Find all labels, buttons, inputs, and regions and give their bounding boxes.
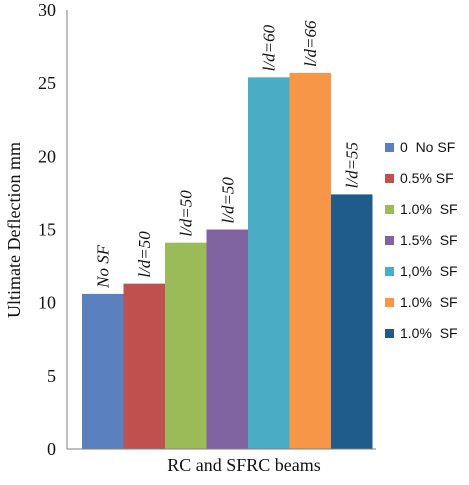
- legend-item: 1.5% SF: [385, 232, 458, 248]
- bar-data-label: l/d=60: [260, 24, 279, 71]
- bar: [82, 293, 124, 449]
- legend-label: 1.5% SF: [400, 232, 458, 248]
- bar-data-label: l/d=50: [177, 190, 196, 237]
- legend-label: 1,0% SF: [400, 263, 458, 279]
- legend: 0 No SF 0.5% SF 1.0% SF 1.5% SF 1,0% SF 1.0% …: [385, 139, 458, 341]
- y-tick-labels: 0 5 10 15 20 25 30: [38, 0, 56, 459]
- y-tick-label: 15: [38, 220, 56, 240]
- legend-label: 0 No SF: [400, 139, 455, 155]
- legend-item: 0.5% SF: [385, 170, 454, 186]
- legend-swatch: [385, 143, 394, 152]
- y-tick-label: 30: [38, 0, 56, 20]
- y-tick-label: 25: [38, 73, 56, 93]
- legend-item: 1.0% SF: [385, 325, 458, 341]
- legend-label: 1.0% SF: [400, 325, 458, 341]
- bar-data-label: No SF: [94, 244, 113, 289]
- bar: [248, 77, 290, 450]
- legend-swatch: [385, 329, 394, 338]
- legend-item: 1.0% SF: [385, 201, 458, 217]
- bar-data-label: l/d=50: [218, 177, 237, 224]
- bar: [289, 72, 331, 449]
- data-labels-group: No SF l/d=50 l/d=50 l/d=50 l/d=60 l/d=66 l/d=5…: [94, 20, 362, 289]
- bars-group: [82, 72, 373, 450]
- y-tick-label: 5: [47, 366, 56, 386]
- legend-label: 0.5% SF: [400, 170, 454, 186]
- x-axis-title: RC and SFRC beams: [167, 455, 321, 475]
- legend-swatch: [385, 236, 394, 245]
- legend-label: 1.0% SF: [400, 294, 458, 310]
- bar: [165, 242, 207, 449]
- bar: [331, 194, 373, 449]
- y-tick-label: 0: [47, 439, 56, 459]
- legend-swatch: [385, 267, 394, 276]
- legend-item: 0 No SF: [385, 139, 455, 155]
- legend-swatch: [385, 174, 394, 183]
- legend-label: 1.0% SF: [400, 201, 458, 217]
- bar-data-label: l/d=66: [301, 20, 320, 67]
- legend-swatch: [385, 205, 394, 214]
- y-axis-title: Ultimate Deflection mm: [4, 142, 24, 318]
- y-tick-label: 20: [38, 146, 56, 166]
- legend-swatch: [385, 298, 394, 307]
- bar: [206, 229, 248, 449]
- y-tick-label: 10: [38, 293, 56, 313]
- legend-item: 1,0% SF: [385, 263, 458, 279]
- bar-data-label: l/d=50: [135, 231, 154, 278]
- legend-item: 1.0% SF: [385, 294, 458, 310]
- bar-data-label: l/d=55: [343, 142, 362, 188]
- bar: [123, 283, 165, 449]
